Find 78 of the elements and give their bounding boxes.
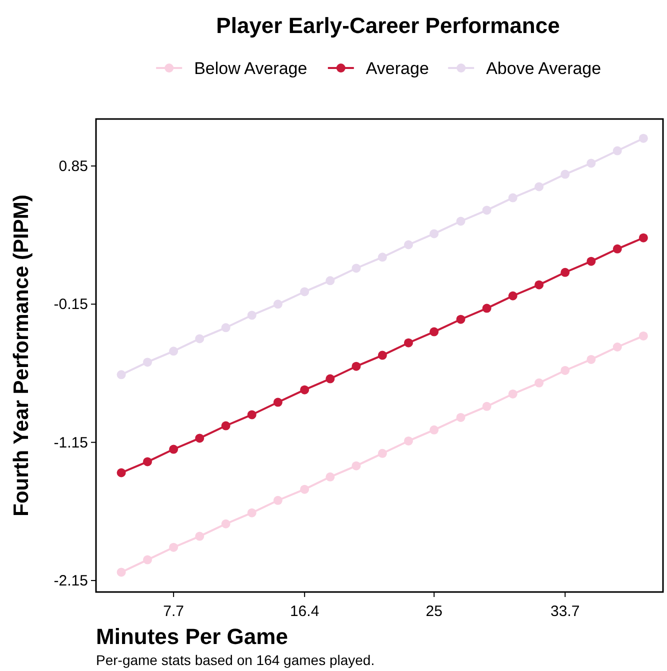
point (326, 374, 335, 384)
point (116, 370, 126, 380)
point (612, 146, 622, 156)
point (482, 402, 492, 411)
point (247, 508, 256, 518)
point (456, 216, 466, 226)
point (143, 555, 152, 564)
point (143, 358, 152, 367)
point (273, 398, 282, 407)
point (273, 496, 282, 505)
point (534, 378, 544, 388)
point (404, 338, 413, 348)
point (638, 331, 648, 340)
x-tick-label: 33.7 (550, 603, 580, 620)
y-tick-label: -0.15 (54, 296, 88, 314)
point (221, 519, 230, 528)
point (273, 300, 282, 309)
y-tick-label: -1.15 (54, 434, 88, 452)
point (300, 385, 310, 394)
point (508, 389, 518, 398)
legend-label: Below Average (194, 59, 308, 78)
point (586, 256, 596, 266)
point (169, 444, 178, 454)
point (300, 287, 310, 296)
point (430, 229, 439, 238)
point (116, 468, 126, 478)
point (378, 350, 387, 360)
point (326, 276, 335, 286)
point (352, 264, 361, 273)
point (612, 342, 622, 352)
point (612, 244, 622, 254)
point (326, 472, 335, 482)
point (169, 542, 178, 552)
x-tick-label: 25 (426, 603, 442, 620)
point (534, 182, 544, 192)
point (456, 314, 466, 324)
y-axis-title: Fourth Year Performance (PIPM) (10, 194, 33, 516)
x-axis-title: Minutes Per Game (96, 624, 288, 649)
point (378, 252, 387, 262)
point (560, 268, 570, 277)
point (508, 291, 518, 300)
point (195, 334, 204, 344)
x-tick-label: 7.7 (163, 603, 184, 620)
point (560, 170, 570, 179)
y-tick-label: 0.85 (58, 158, 88, 175)
point (430, 327, 439, 336)
point (221, 421, 230, 430)
point (638, 134, 648, 143)
point (352, 362, 361, 371)
point (508, 193, 518, 202)
point (430, 425, 439, 434)
point (195, 434, 204, 443)
point (143, 457, 152, 466)
point (404, 240, 413, 250)
point (560, 366, 570, 375)
x-tick-label: 16.4 (290, 603, 320, 620)
point (352, 461, 361, 470)
point (456, 412, 466, 422)
point (638, 233, 648, 242)
point (534, 280, 544, 290)
point (247, 410, 256, 420)
point (195, 532, 204, 541)
text: Per-game stats based on 164 games played. (96, 652, 375, 668)
point (116, 568, 126, 577)
legend-label: Above Average (486, 59, 602, 78)
legend-label: Average (366, 59, 429, 78)
point (482, 304, 492, 313)
point (586, 354, 596, 364)
point (300, 484, 310, 494)
point (482, 206, 492, 215)
y-tick-label: -2.15 (54, 572, 88, 590)
point (586, 158, 596, 168)
point (221, 323, 230, 332)
point (378, 448, 387, 458)
chart-title: Player Early-Career Performance (216, 13, 560, 38)
point (169, 346, 178, 356)
point (404, 436, 413, 446)
point (247, 310, 256, 320)
